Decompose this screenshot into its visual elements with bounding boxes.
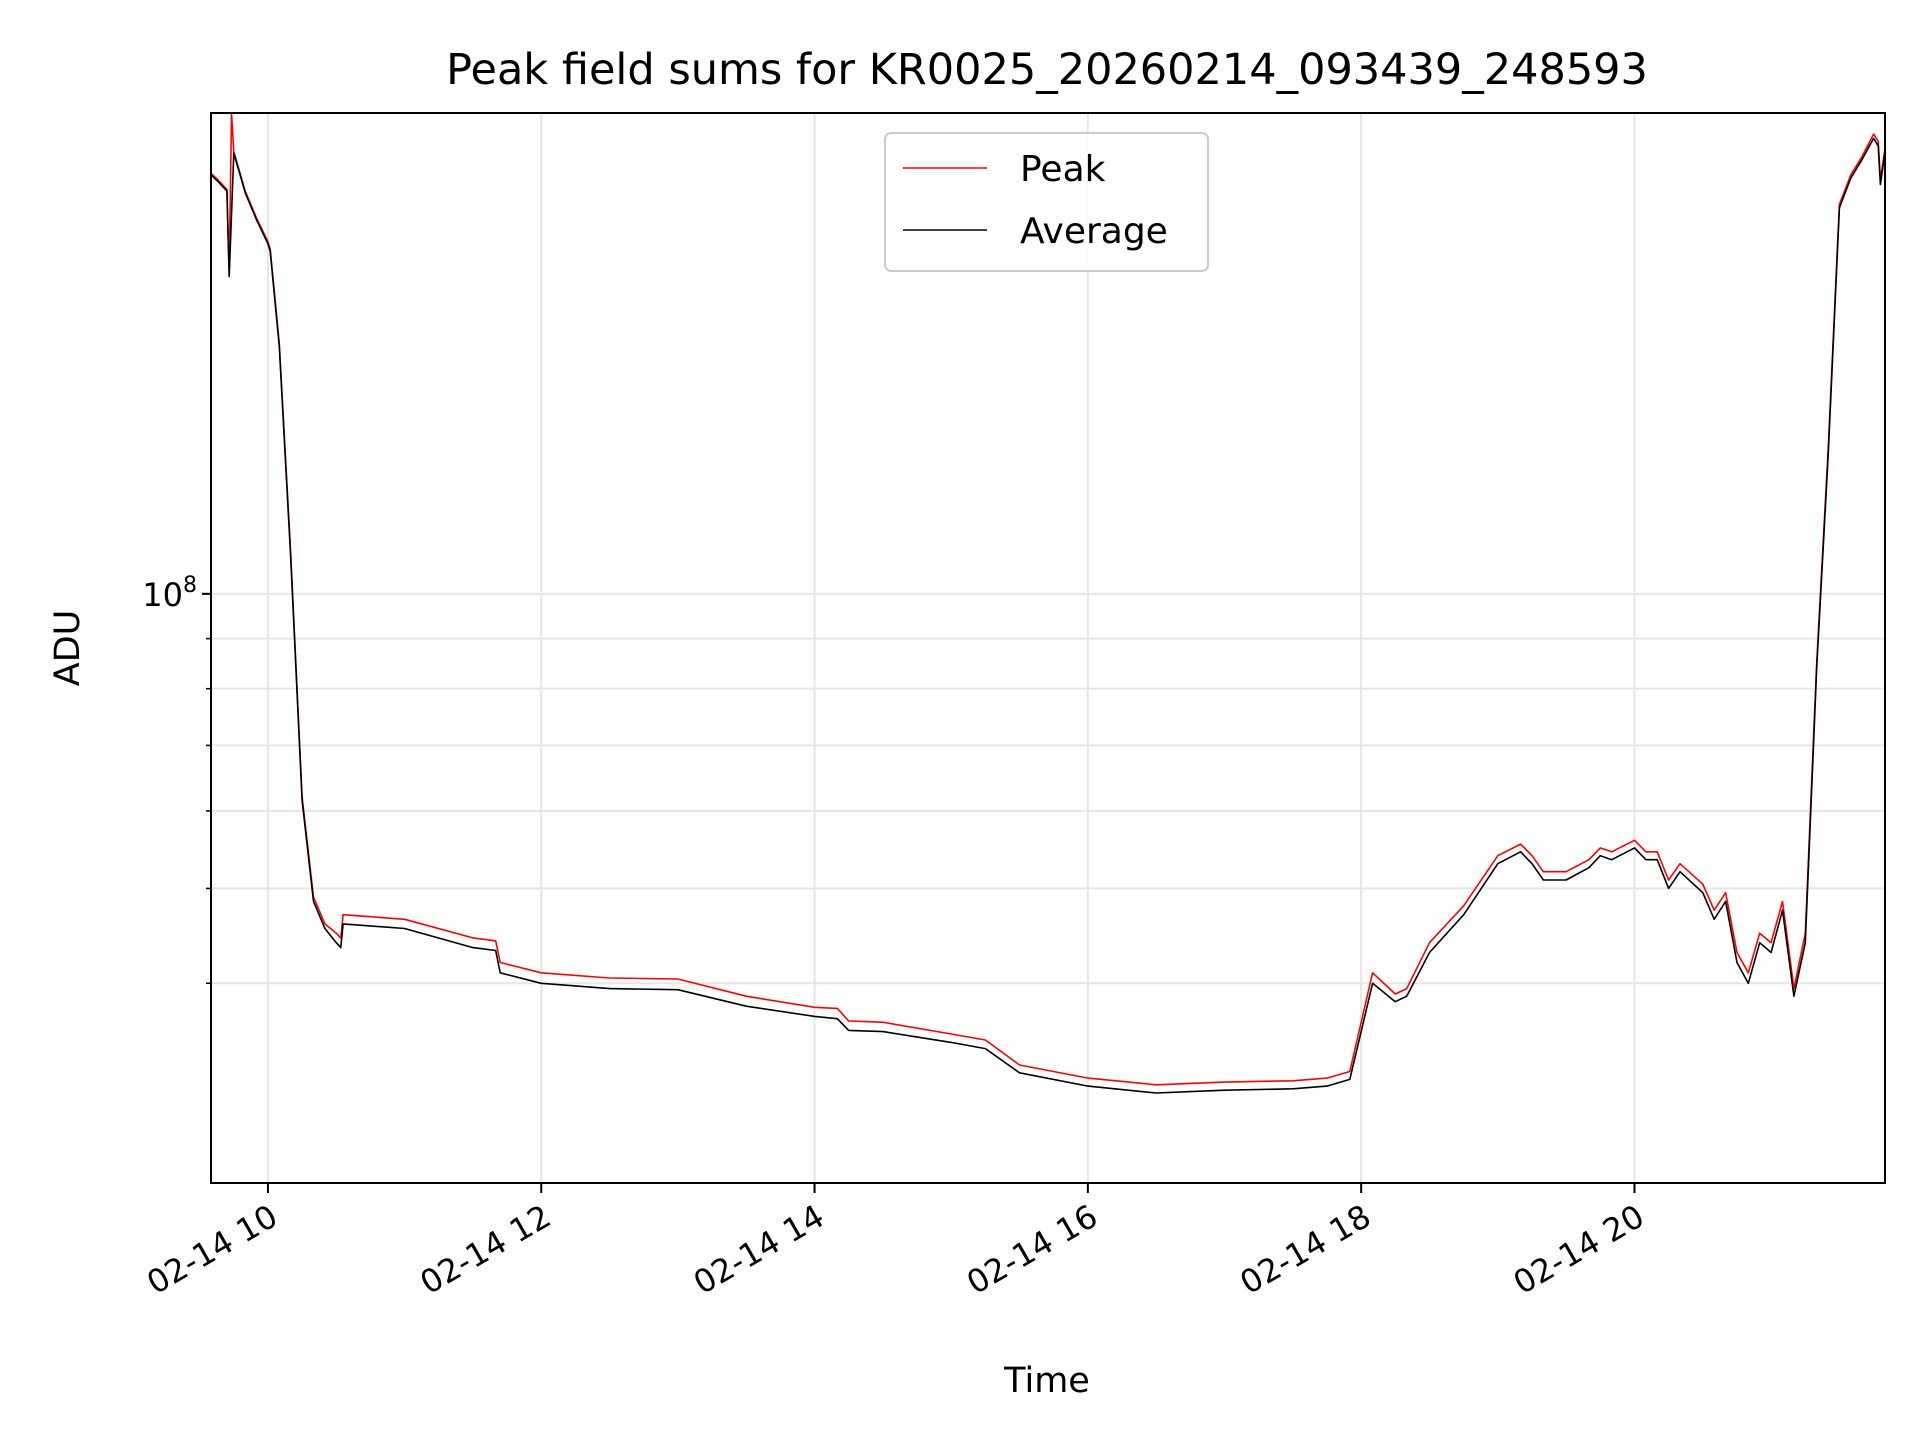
legend: Peak Average <box>884 132 1209 272</box>
legend-label-average: Average <box>1020 211 1168 252</box>
x-axis-title: Time <box>1003 1361 1090 1401</box>
grid <box>211 113 1885 1183</box>
series-lines <box>210 112 1886 1094</box>
series-line-average <box>210 137 1886 1094</box>
chart-title: Peak field sums for KR0025_20260214_0934… <box>446 45 1648 95</box>
plot-area-frame <box>210 112 1886 1184</box>
y-axis-title: ADU <box>48 610 88 687</box>
legend-label-peak: Peak <box>1020 149 1106 190</box>
y-tick-label: 108 <box>142 573 197 614</box>
